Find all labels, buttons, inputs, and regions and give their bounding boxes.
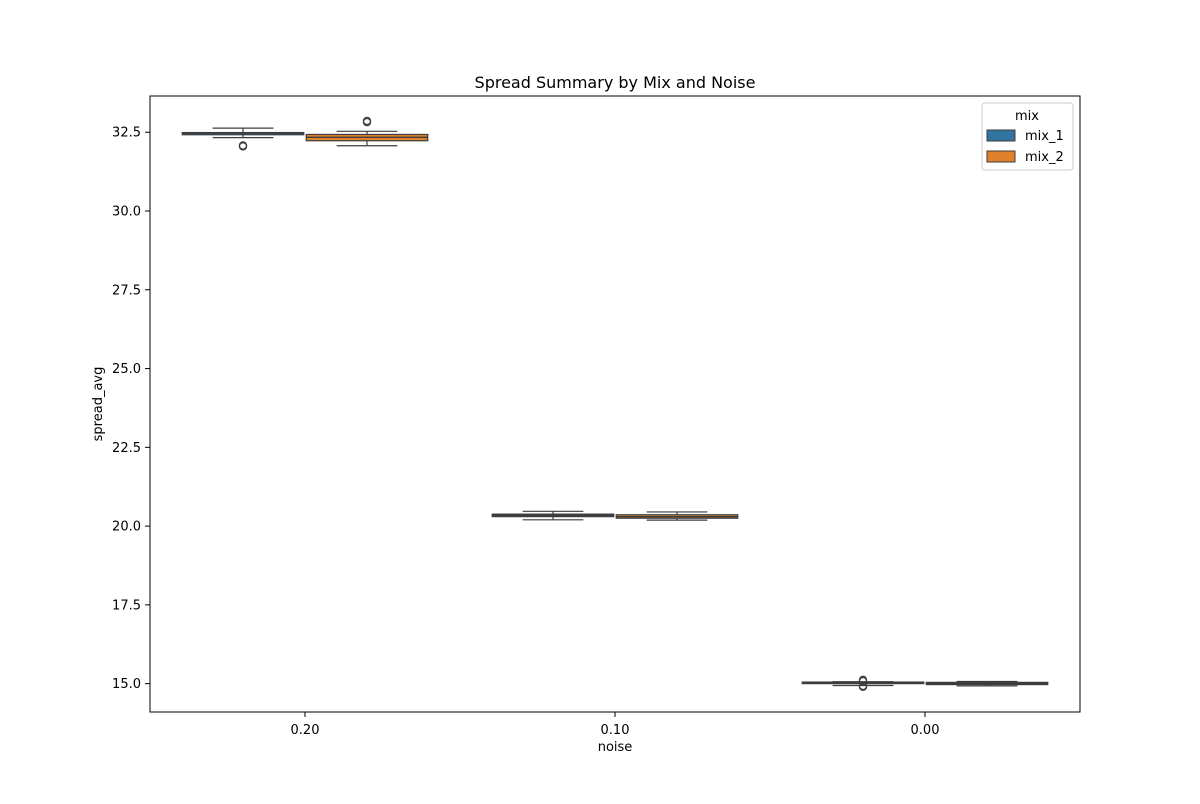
- box-mix_2-0.00: [925, 680, 1049, 687]
- y-axis: 15.0 17.5 20.0 22.5 25.0 27.5 30.0 32.5: [112, 126, 150, 692]
- box-mix_2-0.20: [305, 116, 429, 147]
- box-mix_2-0.10: [615, 511, 739, 521]
- box-mix_1-0.20: [181, 127, 305, 151]
- y-tick-label: 17.5: [112, 598, 141, 613]
- x-axis: 0.20 0.10 0.00: [291, 712, 940, 738]
- y-tick-label: 32.5: [112, 126, 141, 141]
- legend-swatch-mix-2: [986, 150, 1016, 163]
- chart-title: Spread Summary by Mix and Noise: [475, 73, 756, 92]
- legend: mix mix_1 mix_2: [981, 102, 1074, 171]
- y-axis-label: spread_avg: [91, 367, 106, 442]
- y-tick-label: 25.0: [112, 362, 141, 377]
- x-axis-label: noise: [598, 740, 633, 755]
- boxes-layer: [181, 116, 1049, 691]
- legend-title: mix: [1015, 109, 1039, 124]
- plot-background: [150, 96, 1080, 712]
- plot-area: [149, 95, 1081, 713]
- x-tick-label: 0.20: [291, 723, 320, 738]
- y-tick-label: 20.0: [112, 520, 141, 535]
- outlier-point: [858, 675, 868, 685]
- outlier-point: [362, 116, 372, 126]
- y-tick-label: 30.0: [112, 205, 141, 220]
- y-tick-label: 22.5: [112, 441, 141, 456]
- legend-label-mix-2: mix_2: [1025, 150, 1064, 165]
- x-tick-label: 0.10: [601, 723, 630, 738]
- box-mix_1-0.10: [491, 510, 615, 521]
- box-mix_1-0.00: [801, 675, 925, 691]
- x-tick-label: 0.00: [911, 723, 940, 738]
- y-tick-label: 15.0: [112, 677, 141, 692]
- outlier-point: [238, 141, 248, 150]
- outlier-point: [858, 681, 868, 691]
- legend-label-mix-1: mix_1: [1025, 129, 1064, 144]
- legend-swatch-mix-1: [986, 129, 1016, 142]
- y-tick-label: 27.5: [112, 283, 141, 298]
